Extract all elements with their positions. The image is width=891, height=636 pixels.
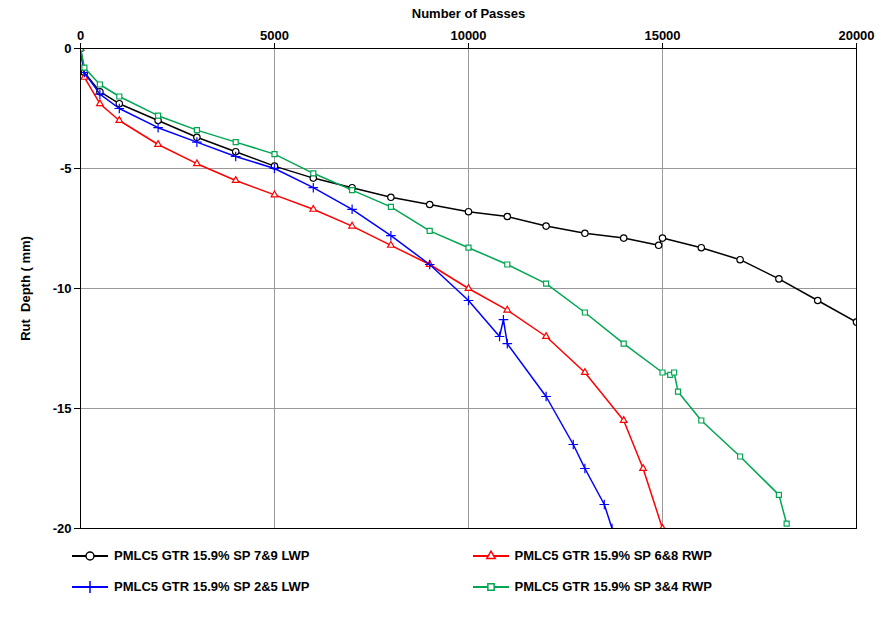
html-text:PMLC5 GTR 15.9% SP 7&9 LWP: PMLC5 GTR 15.9% SP 7&9 LWP bbox=[114, 548, 310, 563]
svg-text:20000: 20000 bbox=[838, 28, 874, 43]
svg-text:10000: 10000 bbox=[450, 28, 486, 43]
svg-text:-10: -10 bbox=[53, 281, 72, 296]
svg-text:0: 0 bbox=[77, 28, 84, 43]
svg-text:-15: -15 bbox=[53, 401, 72, 416]
svg-text:-20: -20 bbox=[53, 521, 72, 536]
svg-text:Rut Depth ( mm): Rut Depth ( mm) bbox=[18, 236, 33, 341]
html-text:PMLC5 GTR 15.9% SP 3&4 RWP: PMLC5 GTR 15.9% SP 3&4 RWP bbox=[514, 579, 712, 594]
html-text:PMLC5 GTR 15.9% SP 6&8 RWP: PMLC5 GTR 15.9% SP 6&8 RWP bbox=[514, 548, 712, 563]
html-text:PMLC5 GTR 15.9% SP 2&5 LWP: PMLC5 GTR 15.9% SP 2&5 LWP bbox=[114, 579, 310, 594]
svg-text:15000: 15000 bbox=[644, 28, 680, 43]
svg-text:-5: -5 bbox=[60, 161, 72, 176]
svg-text:0: 0 bbox=[64, 41, 71, 56]
svg-text:Number of Passes: Number of Passes bbox=[412, 6, 525, 21]
svg-text:5000: 5000 bbox=[260, 28, 289, 43]
